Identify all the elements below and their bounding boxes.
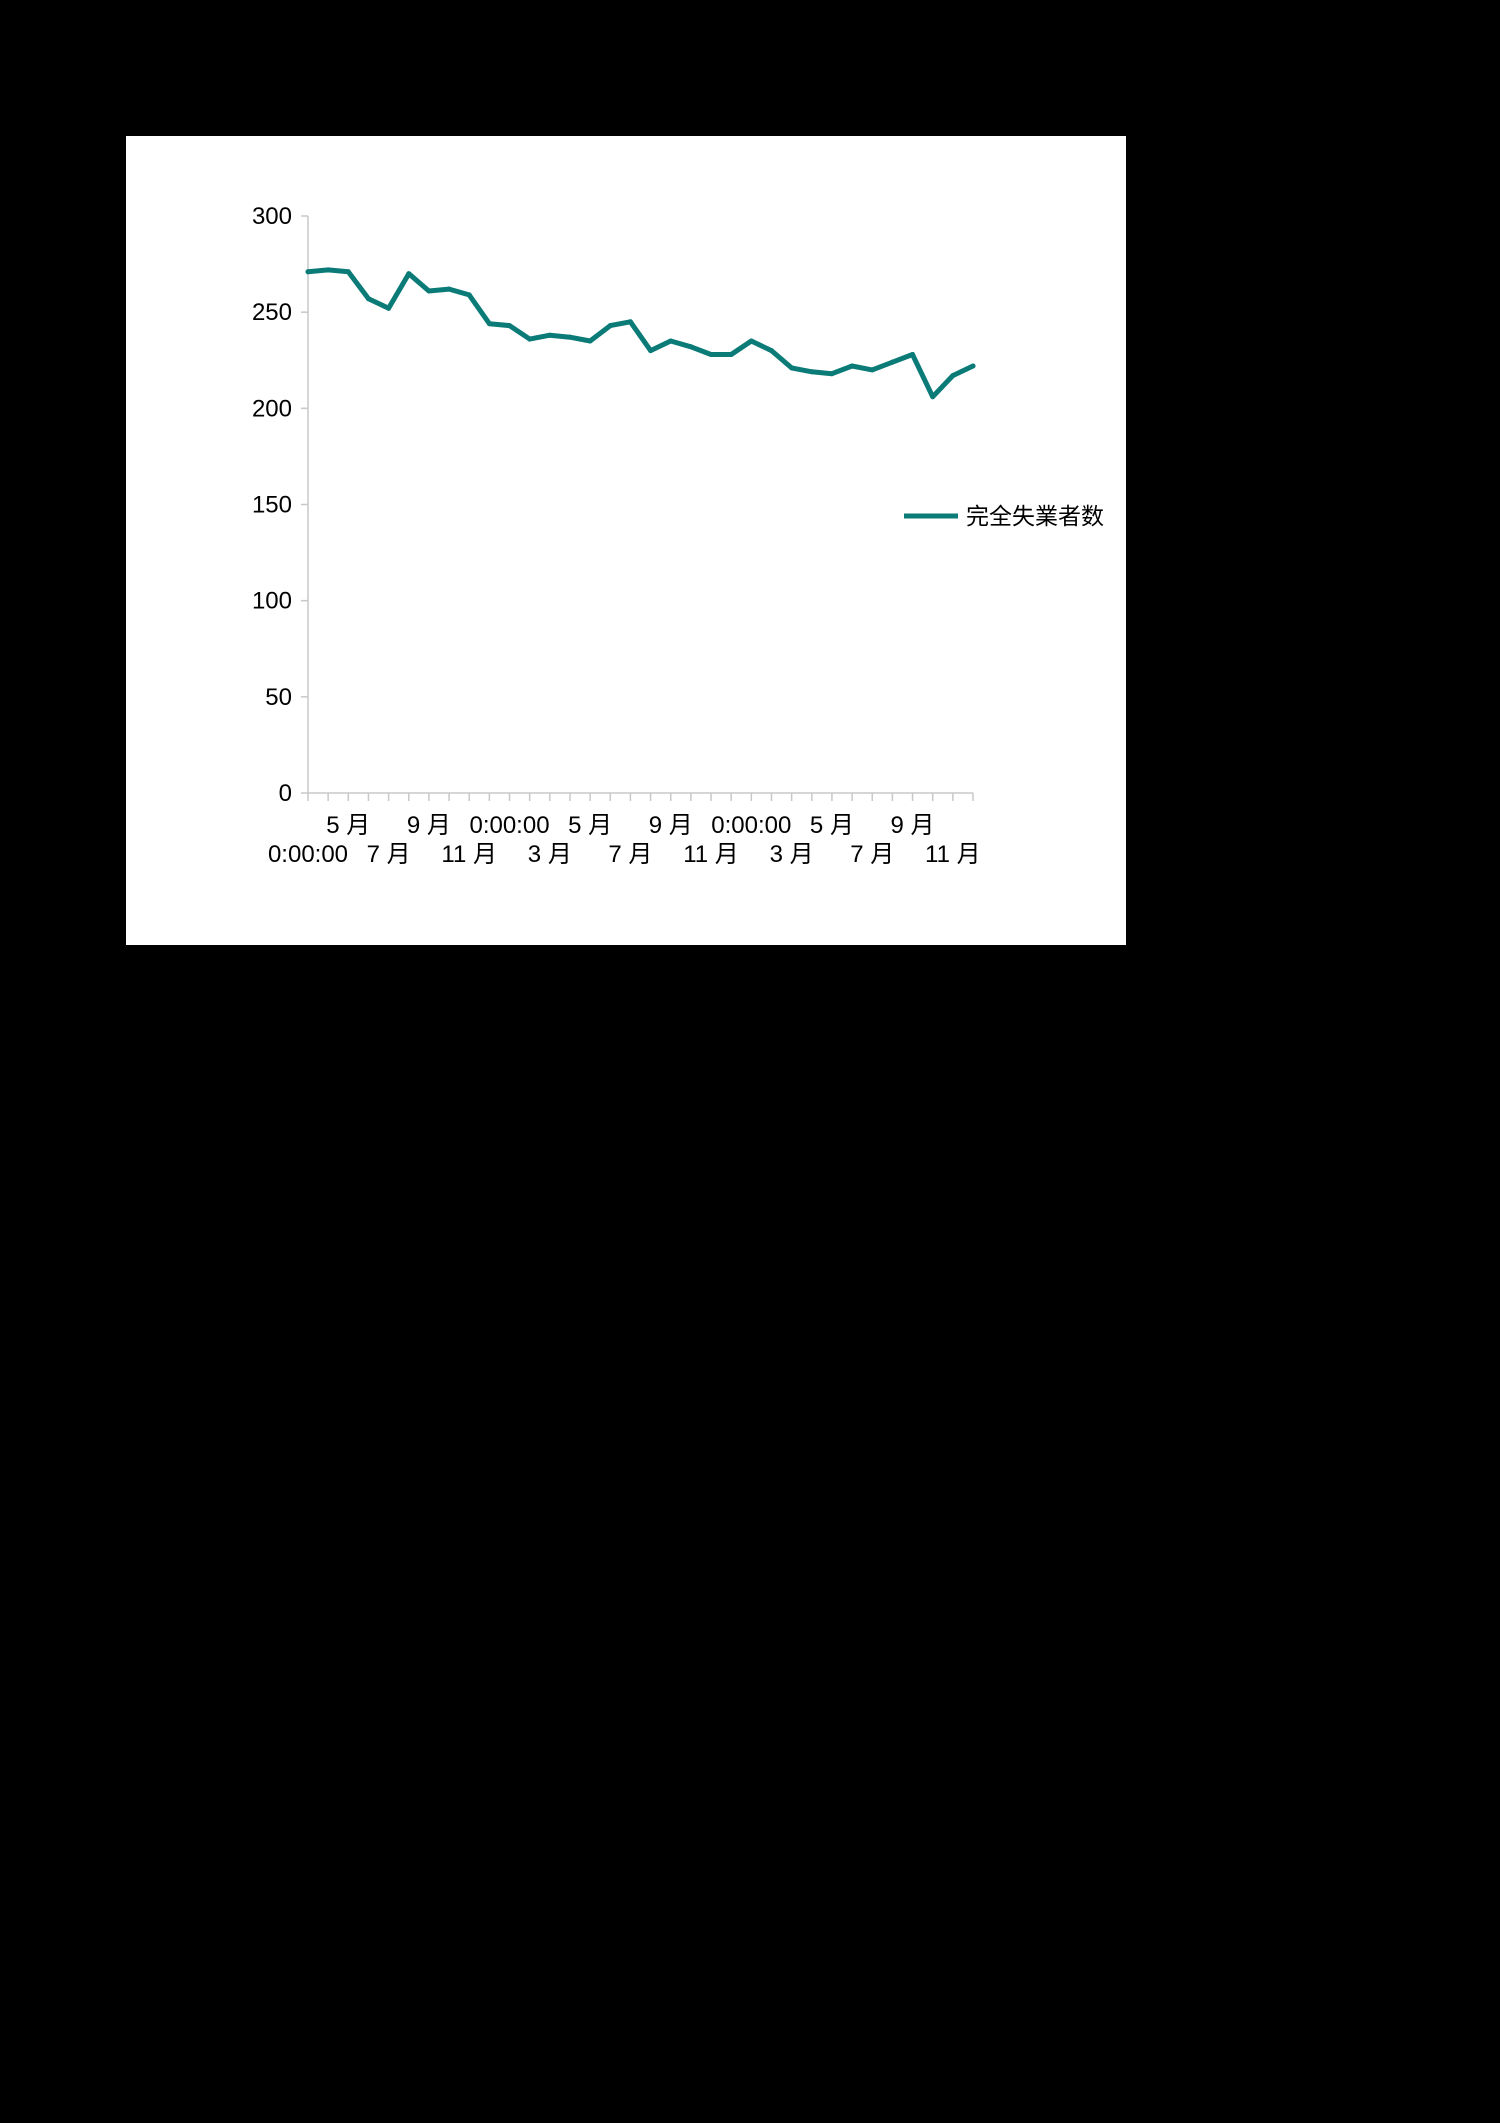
data-point <box>365 296 371 302</box>
data-point <box>325 267 331 273</box>
x-tick-label: 9 月 <box>407 812 451 839</box>
data-point <box>406 271 412 277</box>
x-tick-label: 7 月 <box>367 841 411 868</box>
data-point <box>446 286 452 292</box>
y-tick-label: 50 <box>265 684 292 711</box>
data-point <box>789 365 795 371</box>
x-tick-label: 7 月 <box>608 841 652 868</box>
x-tick-label: 5 月 <box>326 812 370 839</box>
data-point <box>910 351 916 357</box>
data-point <box>930 394 936 400</box>
data-point <box>607 323 613 329</box>
legend: 完全失業者数 <box>904 504 1104 530</box>
series-line <box>305 267 976 400</box>
x-tick-label: 0:00:00 <box>711 812 791 839</box>
x-tick-label: 0:00:00 <box>268 841 348 868</box>
data-point <box>829 371 835 377</box>
data-point <box>567 334 573 340</box>
data-point <box>648 348 654 354</box>
data-point <box>748 338 754 344</box>
x-tick-label: 9 月 <box>891 812 935 839</box>
y-tick-label: 100 <box>252 588 292 615</box>
data-point <box>869 367 875 373</box>
data-point <box>728 351 734 357</box>
data-point <box>466 292 472 298</box>
x-tick-label: 7 月 <box>850 841 894 868</box>
y-tick-label: 0 <box>279 780 292 807</box>
x-tick-label: 3 月 <box>528 841 572 868</box>
y-tick-label: 250 <box>252 299 292 326</box>
x-tick-label: 0:00:00 <box>469 812 549 839</box>
data-point <box>627 319 633 325</box>
data-point <box>708 351 714 357</box>
x-tick-label: 5 月 <box>568 812 612 839</box>
data-point <box>547 332 553 338</box>
data-point <box>668 338 674 344</box>
y-tick-label: 300 <box>252 203 292 230</box>
y-tick-label: 150 <box>252 492 292 519</box>
x-tick-label: 9 月 <box>649 812 693 839</box>
data-point <box>809 369 815 375</box>
data-point <box>970 363 976 369</box>
data-point <box>849 363 855 369</box>
series-layer <box>305 267 976 400</box>
data-point <box>688 344 694 350</box>
data-point <box>486 321 492 327</box>
data-point <box>426 288 432 294</box>
y-tick-label: 200 <box>252 395 292 422</box>
data-point <box>950 373 956 379</box>
x-tick-label: 11 月 <box>683 841 739 868</box>
data-point <box>386 305 392 311</box>
data-point <box>587 338 593 344</box>
data-point <box>527 336 533 342</box>
data-point <box>305 269 311 275</box>
x-tick-label: 11 月 <box>441 841 497 868</box>
legend-label: 完全失業者数 <box>966 504 1104 530</box>
x-tick-label: 3 月 <box>770 841 814 868</box>
x-tick-label: 5 月 <box>810 812 854 839</box>
data-point <box>345 269 351 275</box>
x-tick-label: 11 月 <box>925 841 981 868</box>
data-point <box>889 359 895 365</box>
data-point <box>507 323 513 329</box>
data-point <box>768 348 774 354</box>
